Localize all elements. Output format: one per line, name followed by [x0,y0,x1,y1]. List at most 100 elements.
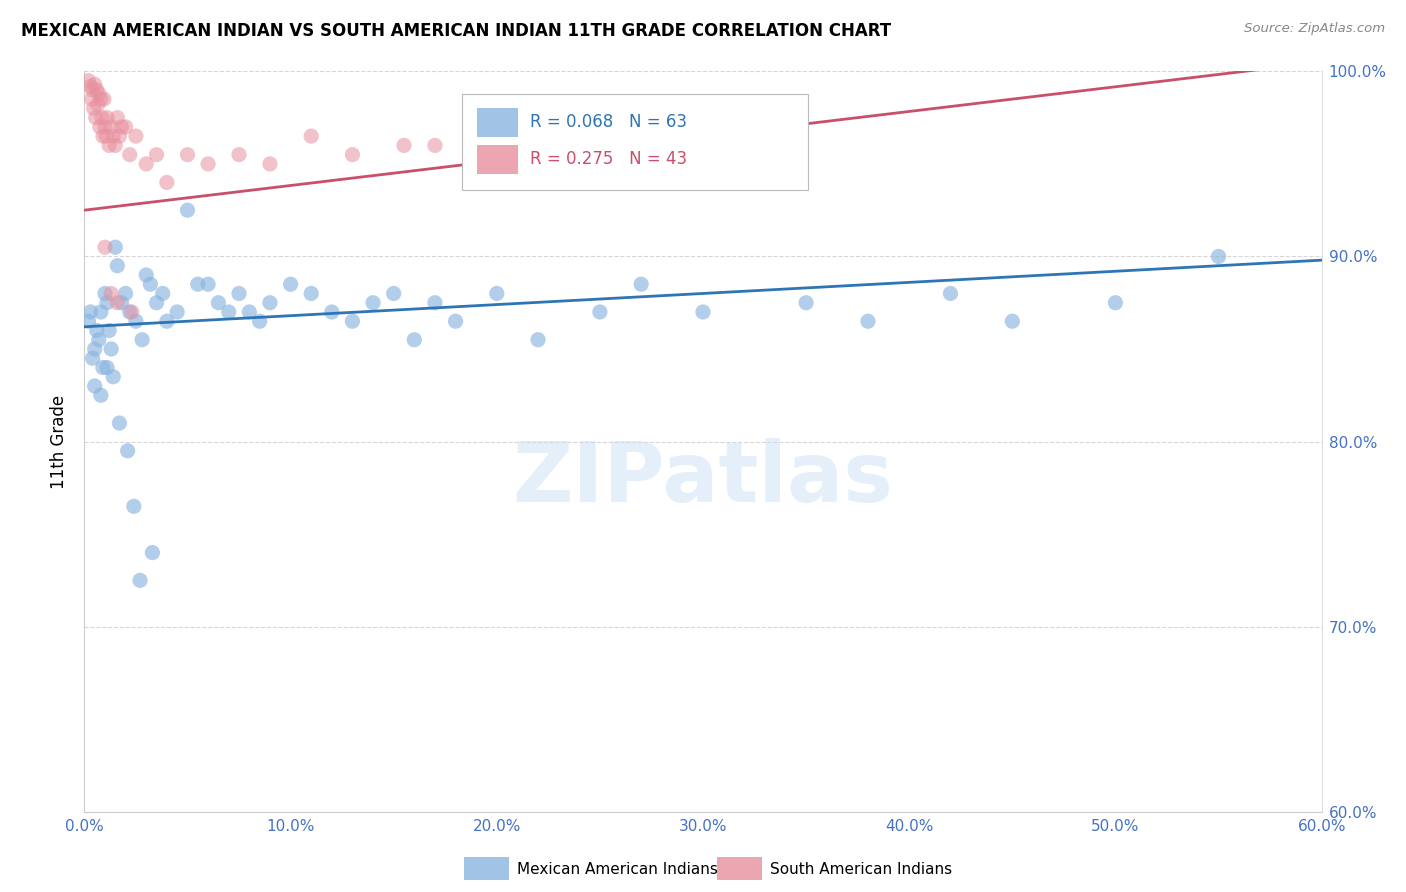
Text: ZIPatlas: ZIPatlas [513,438,893,519]
Point [259,157,281,171]
Point [145,295,167,310]
Point [423,295,446,310]
Point [342,147,364,161]
Point [105,295,128,310]
Point [91,129,114,144]
Point [228,286,250,301]
Point [299,286,322,301]
Point [121,305,143,319]
Point [83,101,105,115]
Point [90,388,112,402]
Point [187,277,209,292]
Point [91,360,114,375]
Text: R = 0.275   N = 43: R = 0.275 N = 43 [530,150,688,168]
Point [856,314,879,328]
Point [79,305,101,319]
FancyBboxPatch shape [461,94,808,190]
Point [382,286,405,301]
Point [630,277,652,292]
Point [110,295,132,310]
Point [141,546,163,560]
Point [118,305,141,319]
Point [485,286,508,301]
Point [145,147,167,161]
Point [94,129,117,144]
Point [98,323,121,337]
Point [98,138,121,153]
Point [108,129,131,144]
Point [131,333,153,347]
Point [176,147,198,161]
Point [105,111,128,125]
Point [197,277,219,292]
Point [444,314,467,328]
Y-axis label: 11th Grade: 11th Grade [51,394,69,489]
Point [228,147,250,161]
Point [249,314,271,328]
Text: South American Indians: South American Indians [770,863,953,877]
Text: Mexican American Indians: Mexican American Indians [517,863,718,877]
Text: Source: ZipAtlas.com: Source: ZipAtlas.com [1244,22,1385,36]
Text: R = 0.068   N = 63: R = 0.068 N = 63 [530,112,686,131]
Point [110,120,132,134]
Point [114,286,136,301]
Point [79,79,101,94]
Point [1208,250,1230,264]
Point [197,157,219,171]
Point [156,175,179,190]
Point [117,443,139,458]
Point [280,277,302,292]
Point [100,342,122,356]
Point [103,129,125,144]
Point [342,314,364,328]
Point [166,305,188,319]
Point [135,157,157,171]
Point [87,87,110,101]
Point [423,138,446,153]
Point [589,305,612,319]
Point [122,500,145,514]
Point [100,286,122,301]
Point [93,92,115,106]
Point [96,360,118,375]
Point [104,240,127,254]
Point [90,111,112,125]
Point [218,305,240,319]
Bar [477,109,519,136]
Point [692,305,714,319]
Point [94,286,117,301]
Point [176,203,198,218]
Point [108,416,131,430]
Point [392,138,415,153]
Point [114,120,136,134]
Point [135,268,157,282]
Point [321,305,343,319]
Point [207,295,229,310]
Point [86,83,108,97]
Point [86,323,108,337]
Point [87,97,110,112]
Point [94,120,117,134]
Point [80,92,103,106]
Point [89,120,111,134]
Point [84,111,107,125]
Text: MEXICAN AMERICAN INDIAN VS SOUTH AMERICAN INDIAN 11TH GRADE CORRELATION CHART: MEXICAN AMERICAN INDIAN VS SOUTH AMERICA… [21,22,891,40]
Point [125,314,148,328]
Point [139,277,162,292]
Point [104,138,127,153]
Point [96,295,118,310]
Point [83,78,105,92]
Point [103,369,125,384]
Point [82,351,104,366]
Point [361,295,384,310]
Point [1001,314,1024,328]
Point [156,314,179,328]
Point [1104,295,1126,310]
Point [238,305,260,319]
Point [118,147,141,161]
Point [90,305,112,319]
Point [152,286,174,301]
Point [77,73,100,87]
Point [83,342,105,356]
Point [100,120,122,134]
